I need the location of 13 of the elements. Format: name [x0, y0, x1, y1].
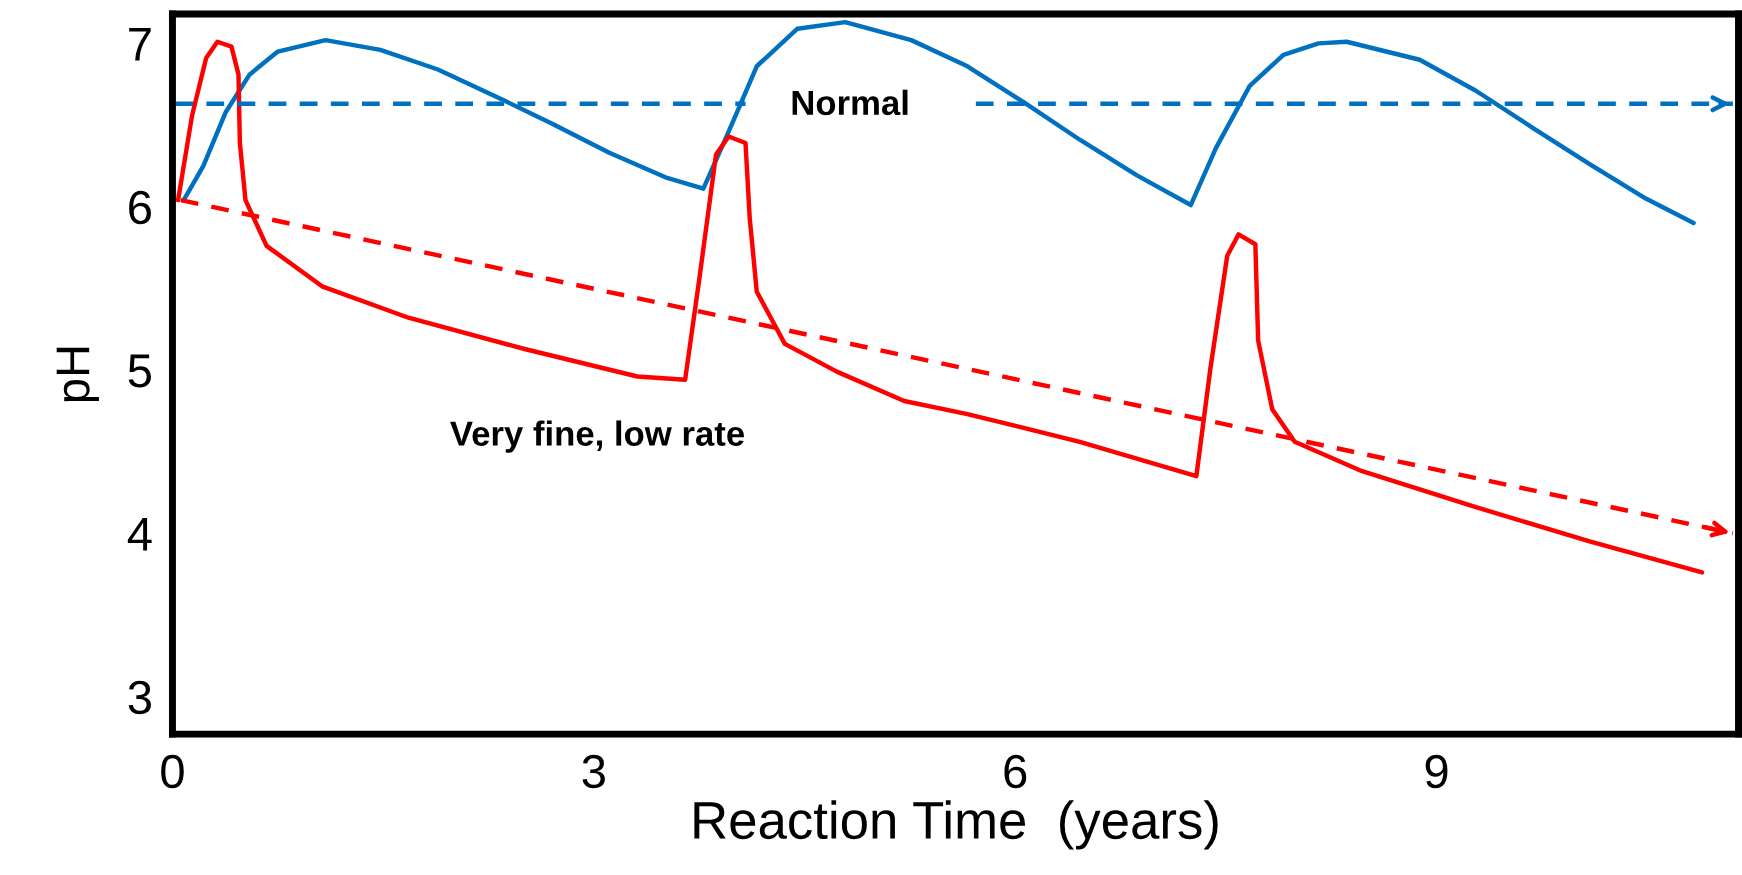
x-tick-label: 9 [1425, 754, 1448, 789]
x-tick-label: 3 [582, 754, 605, 789]
x-tick-label: 0 [161, 754, 184, 789]
y-tick-label: 3 [128, 680, 151, 715]
y-tick-label: 6 [129, 190, 151, 225]
y-tick-label: 5 [128, 354, 152, 388]
annotation: Normal [792, 89, 908, 116]
y-tick-label: 4 [127, 517, 152, 551]
annotation: Very fine, low rate [450, 420, 744, 453]
y-axis-title: pH [56, 347, 99, 402]
x-axis-title: Reaction Time (years) [694, 800, 1218, 850]
x-tick-label: 6 [1004, 754, 1027, 789]
y-tick-label: 7 [129, 28, 151, 61]
